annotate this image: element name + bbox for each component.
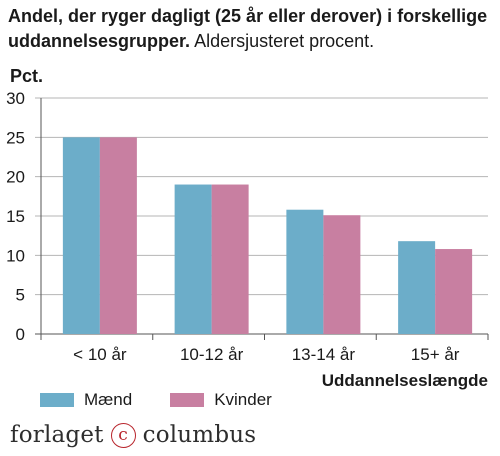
y-axis-label: Pct.: [10, 66, 43, 86]
legend-label-maend: Mænd: [84, 390, 133, 409]
bar-maend: [62, 137, 100, 334]
bars: [62, 137, 473, 334]
legend-swatch-maend: [40, 393, 74, 407]
chart-subtitle: Aldersjusteret procent.: [194, 31, 375, 51]
bar-chart: 0 5 10 15 20 25 30 < 10 år 10-12 år 13-14 år 15+ …: [6, 66, 489, 390]
brand-left-text: forlaget: [10, 422, 104, 448]
bar-maend: [286, 209, 324, 334]
x-axis-label: Uddannelseslængde: [322, 371, 488, 390]
y-tick-labels: 0 5 10 15 20 25 30: [6, 89, 25, 344]
bar-kvinder: [435, 249, 473, 334]
chart-title-bold: Andel, der ryger dagligt (25 år eller de…: [8, 6, 488, 51]
chart-title: Andel, der ryger dagligt (25 år eller de…: [8, 4, 492, 54]
x-tick-label: < 10 år: [73, 345, 127, 364]
bar-maend: [398, 241, 436, 334]
y-tick-label: 25: [6, 128, 25, 147]
publisher-logo: forlaget c columbus: [10, 422, 256, 448]
x-tick-label: 10-12 år: [180, 345, 244, 364]
brand-right-text: columbus: [142, 422, 257, 448]
copyright-icon: c: [110, 422, 136, 448]
x-tick-labels: < 10 år 10-12 år 13-14 år 15+ år: [73, 345, 460, 364]
legend-item-maend: Mænd: [40, 390, 132, 410]
y-tick-label: 10: [6, 246, 25, 265]
bar-kvinder: [323, 215, 361, 334]
legend: Mænd Kvinder: [40, 390, 272, 410]
bar-kvinder: [99, 137, 137, 334]
y-tick-label: 20: [6, 168, 25, 187]
legend-swatch-kvinder: [170, 393, 205, 407]
y-tick-label: 0: [16, 325, 25, 344]
y-tick-label: 15: [6, 207, 25, 226]
bar-kvinder: [211, 184, 249, 334]
x-tick-label: 15+ år: [411, 345, 460, 364]
y-tick-label: 5: [16, 286, 25, 305]
legend-label-kvinder: Kvinder: [214, 390, 272, 409]
legend-item-kvinder: Kvinder: [170, 390, 272, 410]
bar-maend: [174, 184, 212, 334]
x-tick-label: 13-14 år: [292, 345, 356, 364]
y-tick-label: 30: [6, 89, 25, 108]
